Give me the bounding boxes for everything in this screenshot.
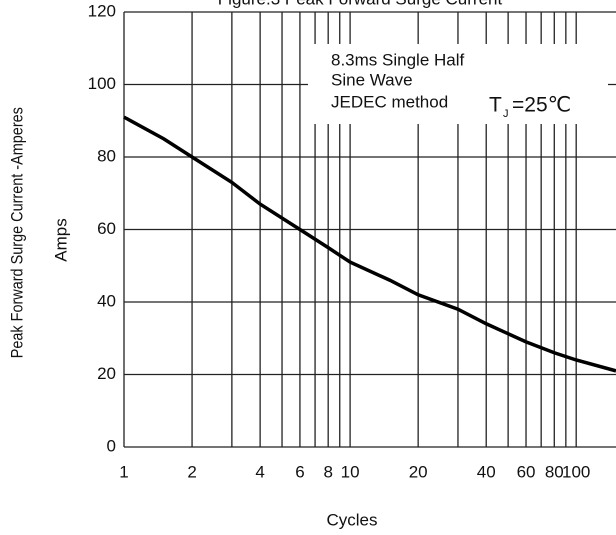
y-tick-label: 100	[88, 74, 116, 93]
x-tick-label: 20	[409, 462, 428, 481]
x-tick-label: 4	[255, 462, 264, 481]
y-tick-label: 60	[97, 219, 116, 238]
chart-title: Figure.3 Peak Forward Surge Current	[218, 0, 503, 8]
x-tick-label: 80	[545, 462, 564, 481]
annotation: JEDEC method	[331, 92, 448, 111]
annotation: 8.3ms Single Half	[331, 50, 465, 69]
y-tick-label: 80	[97, 146, 116, 165]
y-tick-label: 0	[107, 436, 116, 455]
annotation: J	[503, 108, 509, 120]
x-tick-label: 1	[119, 462, 128, 481]
x-tick-label: 6	[295, 462, 304, 481]
y-tick-label: 40	[97, 291, 116, 310]
x-tick-label: 40	[477, 462, 496, 481]
x-tick-label: 10	[341, 462, 360, 481]
y-tick-label: 20	[97, 364, 116, 383]
y-axis-label: Peak Forward Surge Current -Amperes	[8, 107, 26, 358]
annotation: T	[489, 94, 502, 117]
x-axis-label: Cycles	[326, 510, 377, 529]
y-tick-label: 120	[88, 1, 116, 20]
curve	[123, 115, 616, 373]
y-axis-label: Amps	[51, 218, 70, 261]
x-tick-label: 100	[562, 462, 590, 481]
x-tick-label: 8	[323, 462, 332, 481]
x-tick-label: 60	[517, 462, 536, 481]
annotation: Sine Wave	[331, 70, 413, 89]
annotation: =25℃	[512, 94, 571, 117]
x-tick-label: 2	[187, 462, 196, 481]
annotation-box	[308, 44, 608, 124]
